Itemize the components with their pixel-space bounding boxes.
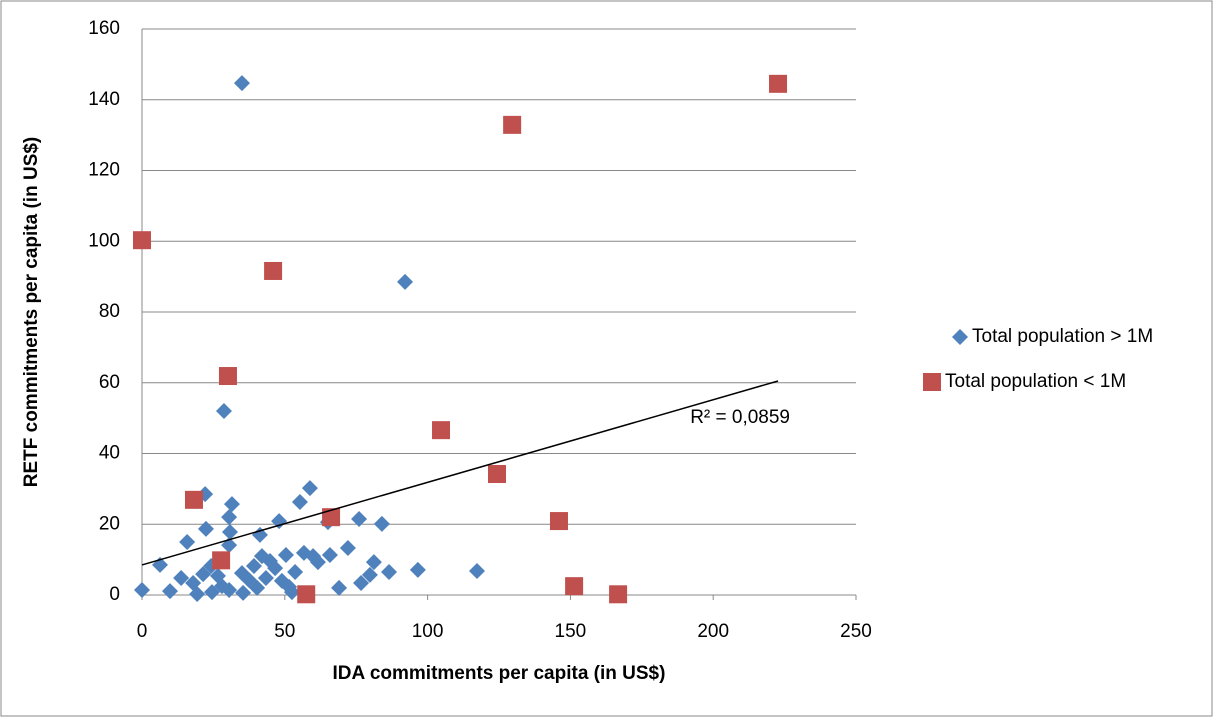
scatter-point [549,512,568,531]
scatter-point [469,562,486,579]
scatter-point [189,585,206,602]
scatter-point [503,115,522,134]
scatter-point [221,582,238,599]
legend-marker [923,373,941,391]
scatter-point [291,493,308,510]
scatter-point [245,557,262,574]
scatter-point [223,496,240,513]
y-tick-label: 40 [99,443,120,464]
scatter-point [195,566,212,583]
scatter-point [212,551,231,570]
scatter-point [221,509,238,526]
scatter-point [309,554,326,571]
scatter-point [264,261,283,280]
scatter-point [249,579,266,596]
scatter-point [215,403,232,420]
x-tick-label: 250 [840,621,872,642]
trendline-label: R² = 0,0859 [690,407,790,428]
trendline [141,380,779,566]
legend-label: Total population < 1M [945,371,1126,392]
scatter-point [251,526,268,543]
scatter-point [267,560,284,577]
y-axis-title: RETF commitments per capita (in US$) [21,137,42,488]
scatter-point [179,533,196,550]
scatter-point [339,539,356,556]
legend-marker [952,329,968,345]
scatter-point [218,367,237,386]
scatter-point [488,465,507,484]
scatter-point [235,584,252,601]
y-tick-label: 60 [99,372,120,393]
scatter-point [351,510,368,527]
scatter-point [221,524,238,541]
scatter-point [397,273,414,290]
y-tick-label: 0 [109,584,120,605]
scatter-point [361,566,378,583]
scatter-point [769,74,788,93]
scatter-point [365,554,382,571]
y-tick-label: 120 [88,160,120,181]
scatter-point [297,585,316,604]
scatter-point [173,570,190,587]
y-tick-label: 100 [88,230,120,251]
x-tick-label: 150 [555,621,587,642]
scatter-point [161,583,178,600]
scatter-point [133,231,151,250]
scatter-point [184,490,203,509]
legend-label: Total population > 1M [972,326,1153,347]
x-tick-label: 0 [137,621,148,642]
scatter-point [203,584,220,601]
scatter-point [283,584,300,601]
scatter-point [233,75,250,92]
scatter-point [353,574,370,591]
scatter-point [257,570,274,587]
scatter-point [134,582,150,599]
scatter-point [277,547,294,564]
y-tick-label: 80 [99,301,120,322]
scatter-point [331,579,348,596]
y-tick-label: 140 [88,89,120,110]
scatter-point [373,515,390,532]
scatter-point [565,577,584,596]
scatter-point [271,513,288,530]
scatter-point [381,564,398,581]
x-tick-label: 100 [412,621,444,642]
x-tick-label: 50 [274,621,295,642]
scatter-point [322,508,341,527]
scatter-point [287,564,304,581]
x-tick-label: 200 [697,621,729,642]
scatter-point [432,421,451,440]
scatter-point [197,520,214,537]
scatter-point [301,480,318,497]
y-tick-label: 20 [99,513,120,534]
scatter-point [409,561,426,578]
scatter-point [321,547,338,564]
scatter-point [609,585,628,604]
x-axis-title: IDA commitments per capita (in US$) [333,663,666,684]
y-tick-label: 160 [88,18,120,39]
